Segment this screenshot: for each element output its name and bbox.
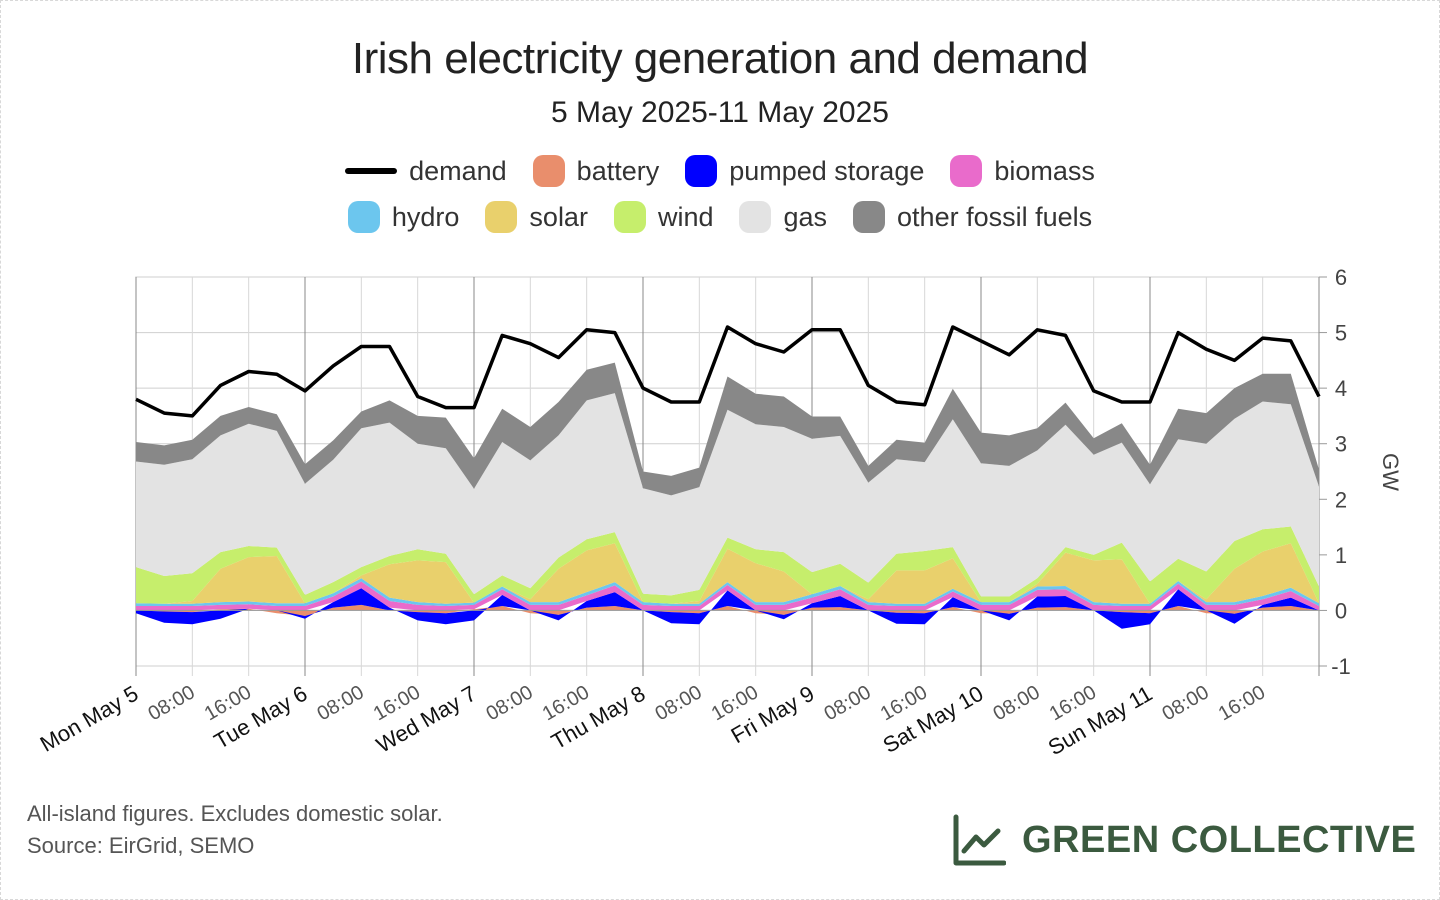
brand-logo[interactable]: GREEN COLLECTIVE — [952, 813, 1416, 867]
legend-label-demand: demand — [409, 155, 507, 186]
legend-label-solar: solar — [529, 201, 588, 232]
y-tick-label: 1 — [1335, 543, 1347, 568]
legend-label-battery: battery — [576, 155, 660, 186]
legend-item-other-fossil-fuels[interactable]: other fossil fuels — [853, 201, 1092, 233]
area-gas — [136, 393, 1319, 597]
y-tick-label: 4 — [1335, 376, 1347, 401]
legend-item-biomass[interactable]: biomass — [950, 155, 1095, 187]
legend-item-battery[interactable]: battery — [532, 155, 660, 187]
y-tick-label: -1 — [1331, 654, 1351, 679]
area-other-fossil-fuels — [136, 362, 1319, 496]
legend-label-other-fossil-fuels: other fossil fuels — [897, 201, 1093, 232]
legend-swatch-pumped-storage — [685, 155, 718, 187]
footnote-scope: All-island figures. Excludes domestic so… — [27, 801, 443, 826]
legend-swatch-wind — [613, 201, 646, 233]
legend-row-1: demand battery pumped storage biomass — [0, 155, 1440, 187]
legend-swatch-biomass — [950, 155, 983, 187]
area-battery — [136, 604, 1319, 616]
brand-name: GREEN COLLECTIVE — [1022, 818, 1417, 861]
line-demand — [135, 325, 1321, 418]
y-axis-label: GW — [1378, 453, 1403, 491]
legend-item-gas[interactable]: gas — [739, 201, 827, 233]
x-tick-label-hour: 08:00 — [313, 681, 367, 725]
legend-label-wind: wind — [657, 201, 714, 232]
y-tick-label: 2 — [1335, 487, 1347, 512]
legend-swatch-hydro — [347, 201, 380, 233]
x-tick-label-hour: 08:00 — [144, 681, 198, 725]
chart-logo-icon — [953, 814, 1006, 866]
footnote-source: Source: EirGrid, SEMO — [27, 833, 255, 858]
legend-item-solar[interactable]: solar — [485, 201, 588, 233]
legend-swatch-solar — [485, 201, 518, 233]
legend-item-pumped-storage[interactable]: pumped storage — [685, 155, 924, 187]
legend-swatch-demand — [345, 168, 398, 174]
legend-item-hydro[interactable]: hydro — [347, 201, 460, 233]
legend-label-biomass: biomass — [994, 155, 1095, 186]
y-tick-label: 5 — [1335, 321, 1347, 346]
y-tick-label: 6 — [1335, 265, 1347, 290]
x-tick-label-day: Mon May 5 — [36, 681, 143, 757]
x-tick-label-hour: 08:00 — [651, 681, 705, 725]
stacked-areas — [136, 362, 1319, 629]
legend-label-gas: gas — [783, 201, 828, 232]
legend-swatch-other-fossil-fuels — [853, 201, 886, 233]
legend-swatch-gas — [739, 201, 772, 233]
legend-item-demand[interactable]: demand — [345, 156, 507, 187]
legend-row-2: hydro solar wind gas other fossil fuels — [0, 201, 1440, 233]
legend-item-wind[interactable]: wind — [613, 201, 714, 233]
area-hydro — [136, 578, 1319, 606]
x-tick-label-hour: 08:00 — [989, 681, 1043, 725]
area-pumped-storage — [136, 588, 1319, 629]
y-tick-label: 3 — [1335, 432, 1347, 457]
x-tick-label-hour: 08:00 — [482, 681, 536, 725]
chart-title: Irish electricity generation and demand — [351, 34, 1089, 83]
x-tick-label-hour: 08:00 — [1158, 681, 1212, 725]
area-wind — [136, 526, 1319, 604]
legend-label-pumped-storage: pumped storage — [729, 155, 925, 186]
area-biomass — [136, 581, 1319, 611]
area-solar — [136, 543, 1319, 604]
legend-label-hydro: hydro — [391, 201, 460, 232]
demand-series — [135, 325, 1321, 418]
y-tick-label: 0 — [1335, 598, 1347, 623]
x-tick-label-hour: 16:00 — [1215, 681, 1269, 725]
x-tick-label-hour: 08:00 — [820, 681, 874, 725]
chart-subtitle: 5 May 2025-11 May 2025 — [551, 96, 889, 129]
legend-swatch-battery — [532, 155, 565, 187]
